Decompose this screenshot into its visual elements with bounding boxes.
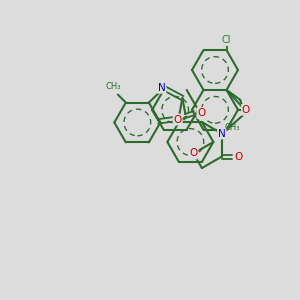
Text: Cl: Cl bbox=[222, 35, 231, 45]
Text: N: N bbox=[218, 129, 226, 139]
Text: CH₃: CH₃ bbox=[105, 82, 121, 91]
Text: N: N bbox=[158, 83, 166, 93]
Text: O: O bbox=[197, 108, 206, 118]
Text: O: O bbox=[242, 105, 250, 115]
Text: O: O bbox=[189, 148, 198, 158]
Text: CH₃: CH₃ bbox=[224, 123, 240, 132]
Text: O: O bbox=[235, 152, 243, 162]
Text: O: O bbox=[174, 115, 182, 124]
